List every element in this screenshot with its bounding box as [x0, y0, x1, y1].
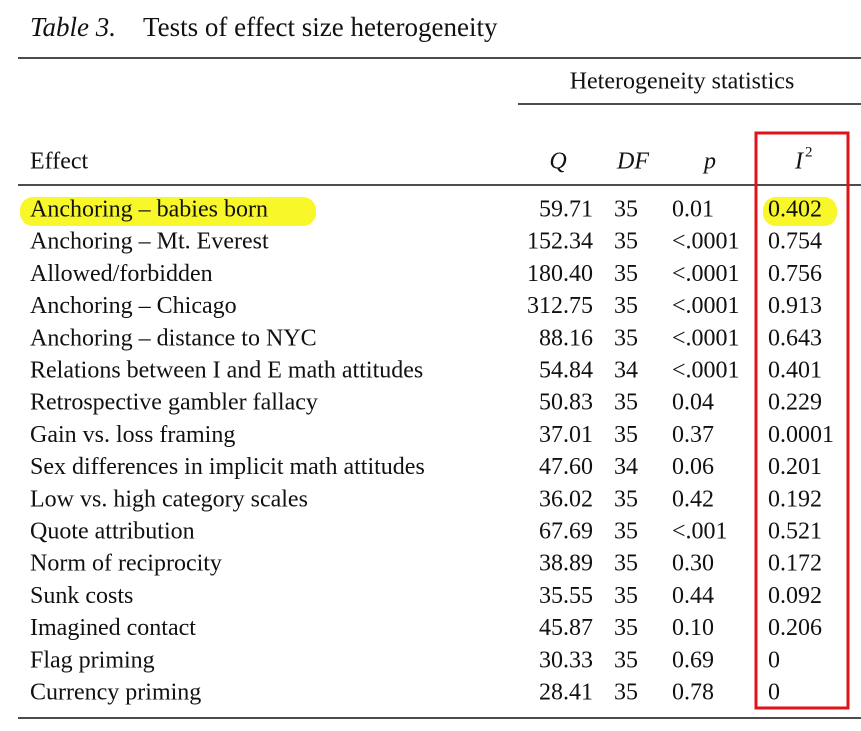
table-cell: 0.643 — [768, 325, 822, 351]
table-cell: Anchoring – babies born — [30, 197, 268, 223]
table-body: Anchoring – babies born 59.71 35 0.01 0.402 A… — [30, 197, 834, 706]
group-header: Heterogeneity statistics — [570, 69, 795, 95]
table-cell: 0.04 — [672, 390, 714, 416]
table-cell: 28.41 — [539, 680, 593, 706]
table-cell: 0.0001 — [768, 422, 834, 448]
table-cell: Retrospective gambler fallacy — [30, 390, 318, 416]
col-header: Q — [549, 149, 566, 175]
table-cell: <.0001 — [672, 293, 740, 319]
table-cell: 34 — [614, 358, 638, 384]
table-cell: 312.75 — [527, 293, 593, 319]
table-cell: 50.83 — [539, 390, 593, 416]
table-cell: 0 — [768, 680, 780, 706]
table-cell: 35 — [614, 680, 638, 706]
table-cell: 37.01 — [539, 422, 593, 448]
table-cell: 35 — [614, 615, 638, 641]
table-cell: 0.30 — [672, 551, 714, 577]
table-cell: 0.229 — [768, 390, 822, 416]
highlight — [20, 197, 316, 226]
table-cell: 47.60 — [539, 454, 593, 480]
col-header: I — [794, 149, 804, 175]
table-cell: Currency priming — [30, 680, 201, 706]
table-cell: 0 — [768, 647, 780, 673]
table-cell: 45.87 — [539, 615, 593, 641]
table-cell: 0.78 — [672, 680, 714, 706]
table-cell: 152.34 — [527, 229, 593, 255]
table-cell: Anchoring – Chicago — [30, 293, 237, 319]
table-cell: 0.172 — [768, 551, 822, 577]
table-cell: Low vs. high category scales — [30, 486, 308, 512]
table-cell: 0.521 — [768, 519, 822, 545]
table-cell: 0.201 — [768, 454, 822, 480]
table-cell: <.0001 — [672, 325, 740, 351]
table-cell: Quote attribution — [30, 519, 195, 545]
table-cell: Anchoring – distance to NYC — [30, 325, 317, 351]
table-cell: Gain vs. loss framing — [30, 422, 235, 448]
table-cell: 35 — [614, 486, 638, 512]
table-cell: <.0001 — [672, 229, 740, 255]
table-cell: 0.37 — [672, 422, 714, 448]
table-cell: 0.402 — [768, 197, 822, 223]
table-cell: 35 — [614, 293, 638, 319]
table-cell: 35.55 — [539, 583, 593, 609]
table-cell: 88.16 — [539, 325, 593, 351]
table-cell: 54.84 — [539, 358, 593, 384]
table-cell: 36.02 — [539, 486, 593, 512]
table-cell: 0.42 — [672, 486, 714, 512]
table-cell: Imagined contact — [30, 615, 196, 641]
table-cell: Sunk costs — [30, 583, 133, 609]
table-cell: 0.206 — [768, 615, 822, 641]
caption-title: Tests of effect size heterogeneity — [143, 12, 498, 42]
table-cell: 30.33 — [539, 647, 593, 673]
table-cell: 0.756 — [768, 261, 822, 287]
table-cell: 35 — [614, 229, 638, 255]
table-cell: 35 — [614, 390, 638, 416]
table-cell: 35 — [614, 583, 638, 609]
table-cell: 0.192 — [768, 486, 822, 512]
table-cell: 35 — [614, 647, 638, 673]
table-cell: 35 — [614, 422, 638, 448]
col-header-sup: 2 — [805, 144, 813, 160]
table-cell: 0.69 — [672, 647, 714, 673]
table-cell: <.0001 — [672, 261, 740, 287]
table-cell: 0.10 — [672, 615, 714, 641]
table-cell: 67.69 — [539, 519, 593, 545]
callout-box — [754, 131, 850, 710]
table-cell: 35 — [614, 551, 638, 577]
table-cell: 38.89 — [539, 551, 593, 577]
table-cell: <.001 — [672, 519, 728, 545]
table-cell: 35 — [614, 197, 638, 223]
table-cell: Sex differences in implicit math attitud… — [30, 454, 425, 480]
table-cell: 0.913 — [768, 293, 822, 319]
col-header: Effect — [30, 149, 89, 175]
table-cell: 0.092 — [768, 583, 822, 609]
table-cell: <.0001 — [672, 358, 740, 384]
table-cell: Norm of reciprocity — [30, 551, 222, 577]
table-cell: 35 — [614, 261, 638, 287]
table-cell: 35 — [614, 325, 638, 351]
table-cell: Anchoring – Mt. Everest — [30, 229, 269, 255]
table-cell: 35 — [614, 519, 638, 545]
table-cell: 0.01 — [672, 197, 714, 223]
table-cell: Allowed/forbidden — [30, 261, 213, 287]
col-header: p — [702, 149, 716, 175]
table-cell: 0.401 — [768, 358, 822, 384]
table-cell: Flag priming — [30, 647, 155, 673]
table-cell: Relations between I and E math attitudes — [30, 358, 423, 384]
col-header: DF — [616, 149, 649, 175]
table-cell: 180.40 — [527, 261, 593, 287]
table-cell: 0.44 — [672, 583, 714, 609]
caption-label: Table 3. — [30, 12, 116, 42]
table-cell: 0.754 — [768, 229, 822, 255]
table-cell: 34 — [614, 454, 638, 480]
highlight — [763, 197, 837, 226]
table-cell: 0.06 — [672, 454, 714, 480]
table-cell: 59.71 — [539, 197, 593, 223]
